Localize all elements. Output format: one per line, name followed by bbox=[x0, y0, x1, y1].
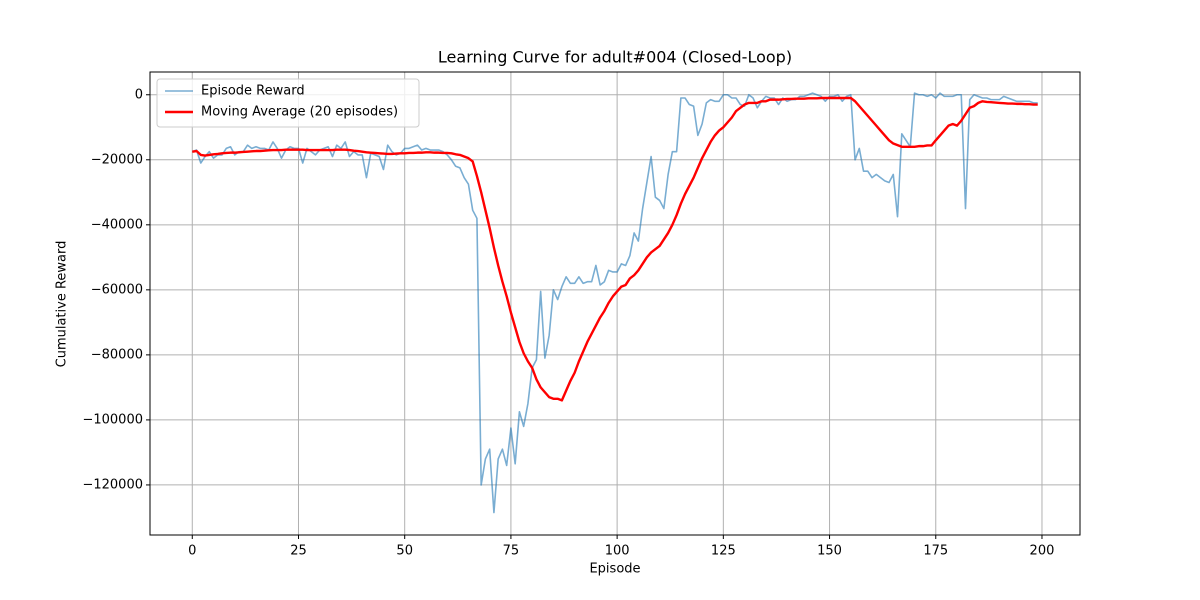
legend-box bbox=[156, 78, 420, 128]
x-tick-label: 25 bbox=[290, 544, 307, 559]
y-tick-label: −20000 bbox=[91, 152, 143, 167]
y-tick-label: −100000 bbox=[82, 412, 143, 427]
y-tick-label: −80000 bbox=[91, 347, 143, 362]
x-axis-label: Episode bbox=[589, 562, 640, 577]
plot-frame bbox=[149, 71, 1081, 536]
x-tick-label: 75 bbox=[503, 544, 520, 559]
y-tick-label: −60000 bbox=[91, 282, 143, 297]
x-tick-label: 50 bbox=[396, 544, 413, 559]
chart-title: Learning Curve for adult#004 (Closed-Loo… bbox=[438, 48, 792, 67]
y-tick-label: −40000 bbox=[91, 217, 143, 232]
y-axis-label: Cumulative Reward bbox=[55, 241, 70, 368]
x-tick-label: 0 bbox=[188, 544, 196, 559]
x-tick-label: 200 bbox=[1030, 544, 1055, 559]
legend: Episode Reward Moving Average (20 episode… bbox=[156, 78, 420, 128]
y-tick-label: 0 bbox=[135, 87, 143, 102]
x-tick-label: 150 bbox=[817, 544, 842, 559]
x-tick-label: 100 bbox=[605, 544, 630, 559]
legend-label: Episode Reward bbox=[201, 84, 305, 99]
line-series bbox=[192, 96, 1038, 402]
legend-label: Moving Average (20 episodes) bbox=[201, 105, 398, 120]
x-tick-label: 175 bbox=[923, 544, 948, 559]
y-tick-label: −120000 bbox=[82, 477, 143, 492]
line-series bbox=[191, 92, 1038, 514]
x-tick-label: 125 bbox=[711, 544, 736, 559]
